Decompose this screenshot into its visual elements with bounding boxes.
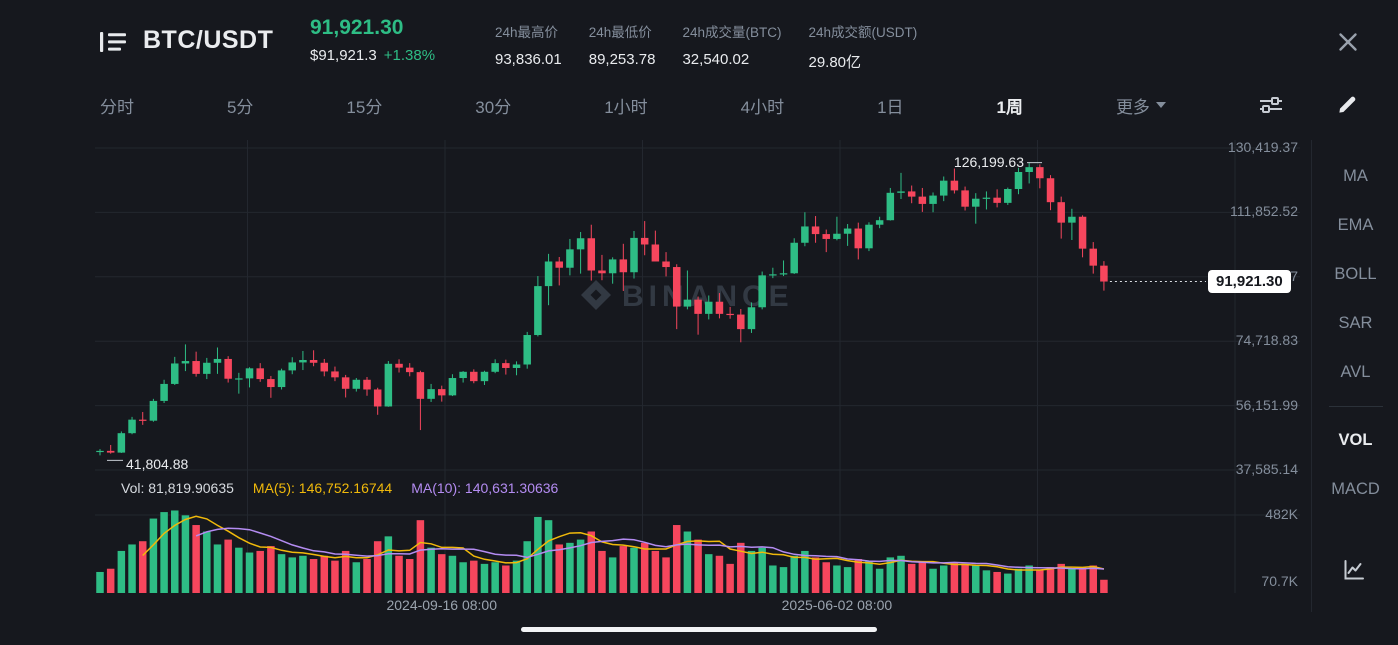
timeframe-tab-1周[interactable]: 1周: [996, 97, 1023, 117]
drawing-tools-icon[interactable]: [1336, 92, 1360, 116]
sidebar-item-ema[interactable]: EMA: [1337, 216, 1374, 234]
stat-label: 24h成交量(BTC): [682, 25, 782, 40]
pair-title: BTC/USDT: [143, 26, 274, 54]
stat-value: 32,540.02: [682, 51, 750, 68]
candles: [96, 162, 1108, 456]
close-icon[interactable]: [1338, 32, 1358, 52]
header-stat-0: 24h最高价 93,836.01: [495, 21, 562, 72]
pair-list-menu-icon[interactable]: [100, 31, 126, 53]
stat-label: 24h成交额(USDT): [808, 25, 918, 40]
sidebar-item-macd[interactable]: MACD: [1331, 480, 1380, 498]
last-price: 91,921.30: [310, 16, 404, 39]
sidebar-item-boll[interactable]: BOLL: [1334, 265, 1377, 283]
timeframe-tab-4小时[interactable]: 4小时: [740, 97, 785, 117]
volume-bars: [96, 510, 1108, 593]
stat-value: 93,836.01: [495, 51, 562, 68]
chevron-down-icon: [1155, 102, 1166, 108]
stat-value: 89,253.78: [588, 51, 656, 68]
header: BTC/USDT 91,921.30 $91,921.3 +1.38% 24h最高…: [0, 0, 1398, 84]
home-indicator: [521, 627, 877, 632]
price-sub: $91,921.3 +1.38%: [310, 47, 435, 64]
header-stat-3: 24h成交额(USDT) 29.80亿: [808, 21, 917, 72]
sidebar-divider: [1328, 406, 1383, 407]
timeframe-tab-30分[interactable]: 30分: [475, 97, 512, 117]
header-stat-2: 24h成交量(BTC) 32,540.02: [682, 21, 781, 72]
fiat-price: $91,921.3: [310, 47, 377, 64]
header-stat-1: 24h最低价 89,253.78: [589, 21, 656, 72]
price-block: 91,921.30 $91,921.3 +1.38%: [310, 16, 435, 64]
timeframe-tab-15分[interactable]: 15分: [346, 97, 383, 117]
chart-settings-icon[interactable]: [1259, 96, 1283, 114]
sidebar-item-sar[interactable]: SAR: [1338, 314, 1373, 332]
timeframe-tab-分时[interactable]: 分时: [100, 97, 134, 117]
sidebar-item-ma[interactable]: MA: [1343, 167, 1368, 185]
stats-row: 24h最高价 93,836.01 24h最低价 89,253.78 24h成交量(BTC…: [495, 21, 917, 72]
stat-label: 24h最低价: [588, 25, 652, 40]
timeframe-tab-更多[interactable]: 更多: [1116, 93, 1166, 118]
change-percent: +1.38%: [383, 47, 436, 64]
vol-ma10-line: [195, 527, 1104, 570]
indicator-list: MA EMA BOLL SAR AVL VOL MACD: [1312, 140, 1398, 514]
sidebar-item-vol[interactable]: VOL: [1338, 431, 1373, 449]
stat-label: 24h最高价: [495, 25, 559, 40]
timeframe-tabbar: 分时 5分 15分 30分 1小时 4小时 1日 1周 更多: [100, 88, 1283, 122]
timeframe-tab-5分[interactable]: 5分: [226, 97, 254, 117]
timeframe-tab-1日[interactable]: 1日: [877, 97, 904, 117]
kline-style-icon[interactable]: [1342, 558, 1366, 582]
sidebar-item-avl[interactable]: AVL: [1340, 363, 1371, 381]
indicator-sidebar: MA EMA BOLL SAR AVL VOL MACD: [1311, 140, 1398, 612]
timeframe-tab-1小时[interactable]: 1小时: [604, 97, 648, 117]
stat-value: 29.80亿: [808, 54, 862, 71]
grid-lines: [95, 140, 1300, 593]
